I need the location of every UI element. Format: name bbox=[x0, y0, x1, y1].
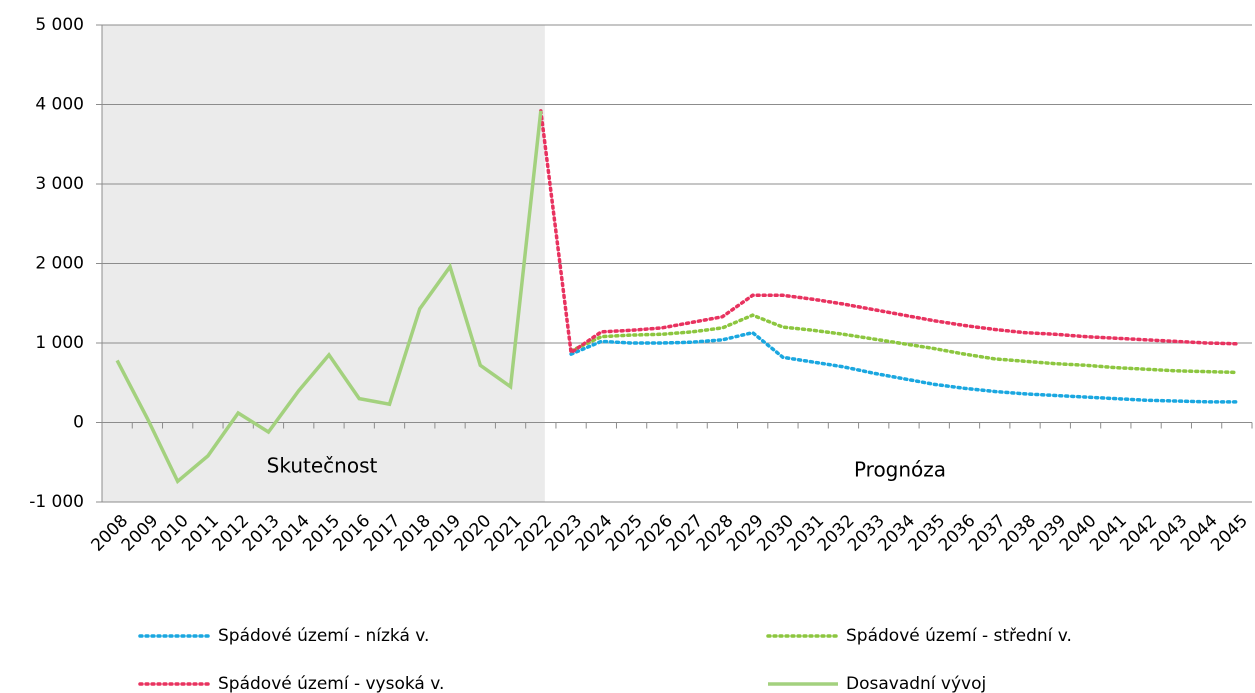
annotation: Prognóza bbox=[854, 458, 946, 482]
y-tick-label: 2 000 bbox=[35, 254, 84, 274]
legend-label: Spádové území - nízká v. bbox=[218, 626, 429, 646]
y-tick-label: 3 000 bbox=[35, 174, 84, 194]
y-tick-label: -1 000 bbox=[29, 492, 84, 512]
annotation: Skutečnost bbox=[267, 454, 378, 478]
legend-label: Dosavadní vývoj bbox=[846, 674, 986, 693]
legend-label: Spádové území - vysoká v. bbox=[218, 674, 444, 693]
y-tick-label: 4 000 bbox=[35, 95, 84, 115]
series-line bbox=[569, 313, 1239, 375]
y-tick-label: 1 000 bbox=[35, 333, 84, 353]
series-line bbox=[569, 330, 1239, 404]
y-tick-label: 0 bbox=[73, 413, 84, 433]
series-line bbox=[115, 110, 543, 485]
series-line bbox=[539, 109, 1239, 356]
legend-label: Spádové území - střední v. bbox=[846, 626, 1072, 646]
y-tick-label: 5 000 bbox=[35, 15, 84, 35]
